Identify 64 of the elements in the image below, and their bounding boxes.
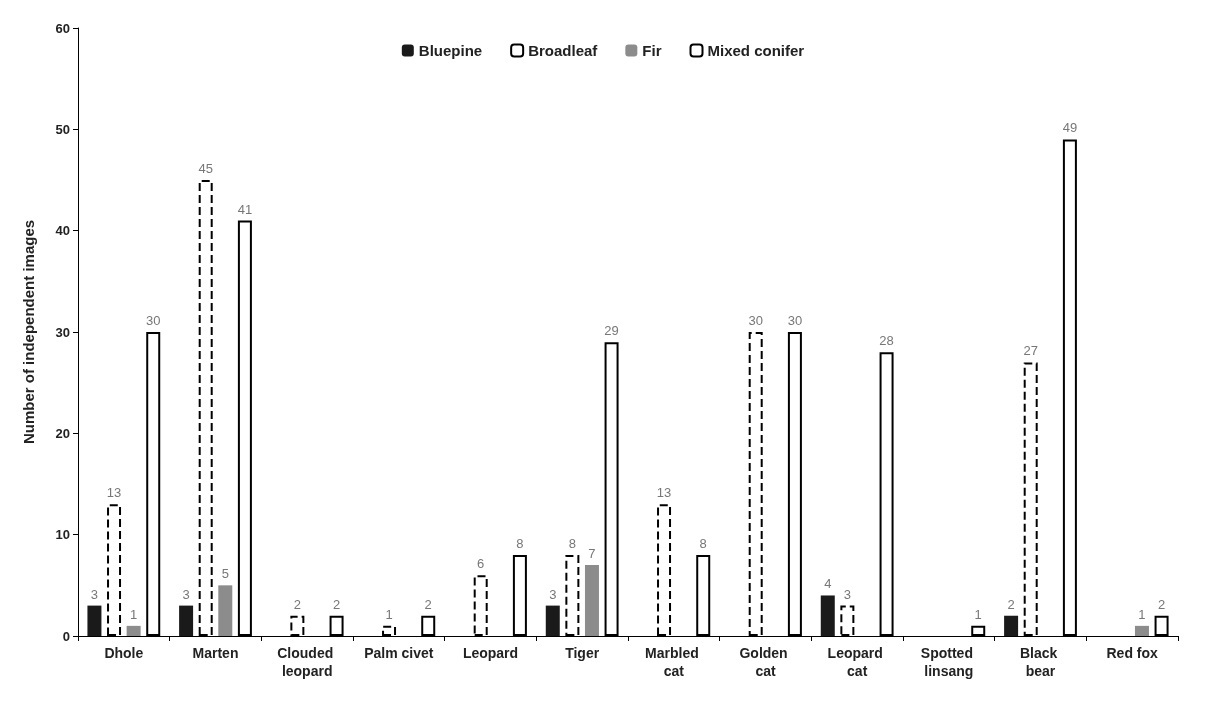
data-label: 13 [106, 485, 122, 501]
data-label: 7 [588, 546, 596, 562]
data-label: 45 [198, 161, 213, 176]
x-tick-label: Spotted linsang [920, 645, 977, 679]
x-tick-label: Clouded leopard [277, 645, 338, 679]
legend-label: Broadleaf [528, 42, 599, 59]
data-label: 1 [1138, 606, 1146, 622]
data-label: 3 [182, 586, 190, 602]
data-label: 29 [604, 323, 619, 339]
y-tick-label: 0 [62, 628, 70, 644]
data-label: 27 [1023, 343, 1038, 359]
bar [1004, 615, 1019, 636]
y-tick-label: 50 [55, 121, 70, 137]
data-label: 49 [1062, 120, 1078, 136]
bar [218, 585, 233, 636]
data-label: 6 [477, 556, 485, 572]
data-label: 1 [130, 606, 138, 622]
bar [1134, 625, 1149, 636]
data-label: 3 [90, 586, 99, 602]
x-tick-label: Marten [192, 645, 239, 661]
legend-label: Bluepine [418, 42, 483, 59]
data-label: 4 [824, 576, 832, 592]
x-tick-label: Leopard [462, 645, 519, 661]
data-label: 3 [843, 586, 851, 602]
data-label: 1 [974, 606, 982, 622]
y-tick-label: 40 [55, 223, 70, 239]
x-tick-label: Marbled cat [645, 645, 703, 679]
data-label: 13 [656, 485, 672, 501]
y-tick-label: 30 [55, 324, 70, 340]
bar [545, 605, 560, 636]
bar [584, 565, 599, 636]
data-label: 8 [516, 535, 524, 551]
data-label: 30 [787, 313, 803, 328]
y-axis-title: Number of independent images [20, 219, 37, 445]
data-label: 8 [699, 535, 707, 551]
data-label: 2 [332, 596, 341, 612]
data-label: 41 [237, 201, 253, 217]
x-tick-label: Golden cat [739, 645, 792, 679]
y-tick-label: 60 [55, 20, 70, 36]
x-tick-label: Red fox [1106, 645, 1159, 661]
bar [179, 605, 194, 636]
x-tick-label: Palm civet [364, 645, 434, 661]
x-tick-label: Tiger [565, 645, 600, 661]
bar [126, 625, 141, 636]
data-label: 3 [549, 586, 557, 602]
legend-label: Fir [642, 42, 662, 59]
bar [820, 595, 835, 636]
data-label: 30 [748, 313, 763, 328]
x-tick-label: Black bear [1019, 645, 1062, 679]
legend-label: Mixed conifer [707, 42, 805, 59]
data-label: 2 [1157, 596, 1166, 612]
bar [87, 605, 102, 636]
y-tick-label: 10 [55, 527, 70, 543]
data-label: 2 [293, 596, 301, 612]
data-label: 1 [385, 606, 393, 622]
data-label: 30 [146, 313, 161, 328]
x-tick-label: Dhole [104, 645, 144, 661]
data-label: 5 [221, 566, 229, 582]
data-label: 28 [879, 333, 894, 349]
data-label: 8 [568, 535, 576, 551]
data-label: 2 [424, 596, 432, 612]
x-tick-label: Leopard cat [827, 645, 887, 679]
data-label: 2 [1007, 596, 1015, 612]
y-tick-label: 20 [55, 425, 70, 441]
